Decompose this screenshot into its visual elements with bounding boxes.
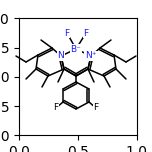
Text: F: F [54,104,59,112]
Text: F: F [83,29,89,38]
Text: N⁺: N⁺ [85,52,97,60]
Text: F: F [64,29,70,38]
Text: N: N [58,52,64,60]
Text: B⁻: B⁻ [71,45,81,54]
Text: F: F [93,104,98,112]
